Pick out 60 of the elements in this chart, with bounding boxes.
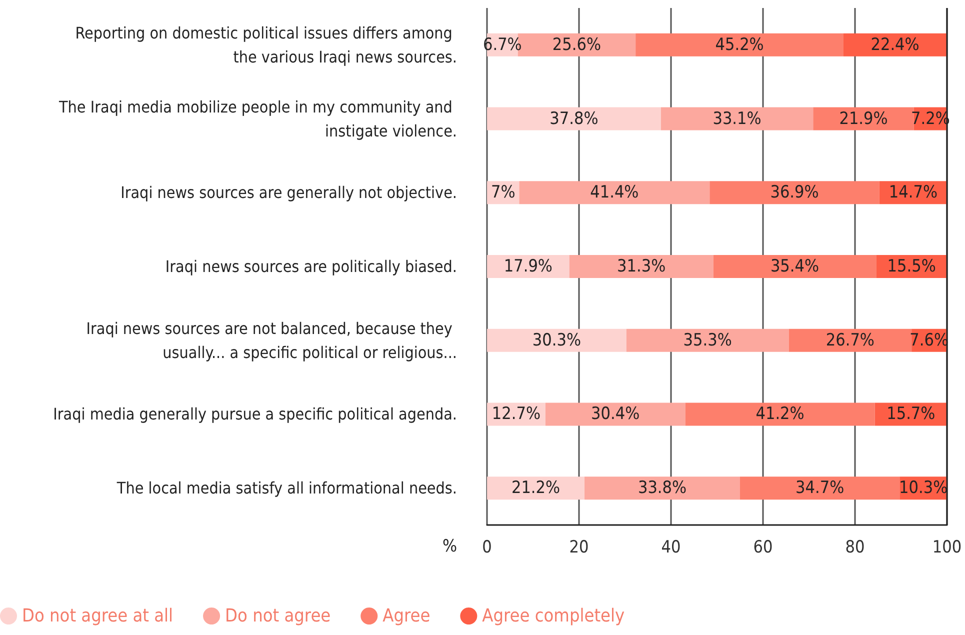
y-tick-label: Iraqi news sources are not balanced, because they usually... a specific political or religious... — [86, 318, 457, 362]
data-label: 17.9% — [504, 256, 552, 276]
data-label: 41.2% — [756, 404, 804, 424]
x-tick-label: 60 — [753, 538, 773, 558]
bar — [487, 107, 661, 130]
bar — [660, 107, 814, 130]
bar — [844, 33, 947, 56]
data-label: 15.5% — [887, 256, 936, 276]
bar — [740, 476, 900, 500]
data-label: 33.1% — [712, 108, 762, 129]
bar — [545, 402, 686, 426]
data-label: 21.9% — [839, 108, 888, 129]
x-tick-label: 20 — [569, 538, 589, 558]
legend-label: Agree — [382, 606, 430, 626]
y-tick-label: Iraqi news sources are generally not objective. — [120, 183, 457, 202]
bar — [713, 255, 876, 278]
data-label: 35.4% — [770, 256, 820, 276]
bar — [788, 328, 912, 352]
data-label: 15.7% — [886, 404, 936, 424]
data-label: 21.2% — [511, 478, 560, 498]
data-label: 37.8% — [550, 108, 598, 129]
x-tick-label: 0 — [482, 538, 492, 558]
bar — [636, 33, 844, 56]
data-label: 22.4% — [870, 34, 920, 55]
data-label: 33.8% — [638, 478, 687, 498]
legend-label: Do not agree — [225, 606, 331, 626]
x-tick-label: 100 — [932, 538, 962, 558]
y-tick-label: Iraqi news sources are politically biased. — [165, 257, 457, 276]
data-label: 45.2% — [715, 34, 764, 55]
bar — [813, 107, 914, 130]
data-label: 30.4% — [591, 404, 640, 424]
x-tick-label: 40 — [661, 538, 681, 558]
data-label: 26.7% — [826, 330, 874, 350]
data-label: 25.6% — [552, 34, 601, 55]
y-tick-label: The Iraqi media mobilize people in my community and instigate violence. — [58, 97, 457, 140]
bar — [569, 255, 714, 278]
y-tick-label: The local media satisfy all informational needs. — [116, 478, 457, 498]
bar — [584, 476, 740, 500]
data-label: 30.3% — [532, 330, 581, 350]
bar — [519, 181, 710, 204]
y-tick-label: Iraqi media generally pursue a specific political agenda. — [53, 404, 457, 424]
data-label: 7% — [490, 182, 516, 203]
bar — [487, 476, 585, 500]
bar — [710, 181, 880, 204]
data-label: 35.3% — [683, 330, 732, 350]
data-label: 10.3% — [899, 478, 948, 498]
legend-label: Agree completely — [482, 606, 626, 626]
y-tick-label: Reporting on domestic political issues differs among the various Iraqi news sources. — [75, 23, 457, 66]
data-label: 34.7% — [796, 478, 844, 498]
data-label: 31.3% — [617, 256, 666, 276]
bar — [487, 328, 626, 352]
x-axis-title: % — [442, 536, 457, 556]
legend-label: Do not agree at all — [22, 606, 174, 626]
data-label: 14.7% — [888, 182, 938, 203]
data-label: 41.4% — [590, 182, 639, 203]
data-label: 36.9% — [770, 182, 819, 203]
bar — [626, 328, 789, 352]
data-label: 12.7% — [492, 404, 540, 424]
x-tick-label: 80 — [845, 538, 865, 558]
bar — [685, 402, 875, 426]
